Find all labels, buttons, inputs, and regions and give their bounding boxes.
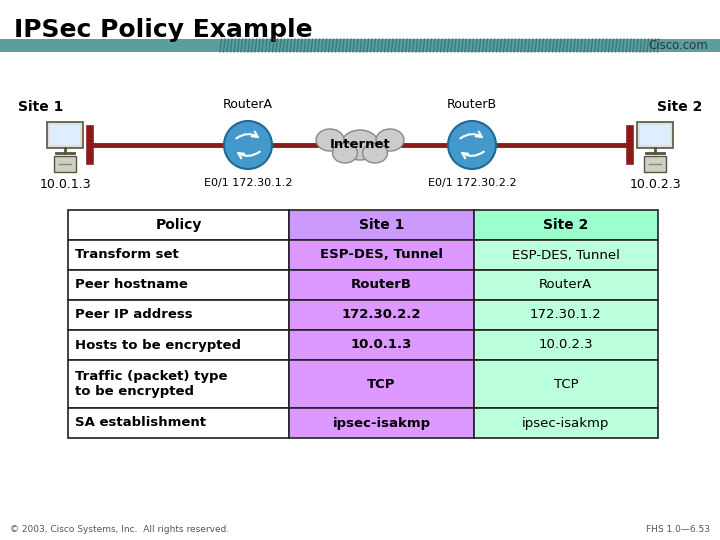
Bar xyxy=(474,240,658,270)
Bar xyxy=(474,360,658,408)
Text: TCP: TCP xyxy=(367,377,396,390)
Text: Site 2: Site 2 xyxy=(543,218,588,232)
Text: Internet: Internet xyxy=(330,138,390,152)
Bar xyxy=(474,408,658,438)
Text: Cisco.com: Cisco.com xyxy=(648,39,708,52)
Bar xyxy=(289,210,474,240)
Text: Site 1: Site 1 xyxy=(18,100,63,114)
Text: ESP-DES, Tunnel: ESP-DES, Tunnel xyxy=(512,248,620,261)
Bar xyxy=(68,330,289,360)
Bar xyxy=(68,300,289,330)
Text: RouterB: RouterB xyxy=(447,98,497,111)
Bar xyxy=(644,156,666,172)
Bar xyxy=(289,360,474,408)
Text: Hosts to be encrypted: Hosts to be encrypted xyxy=(75,339,241,352)
Bar xyxy=(289,240,474,270)
Text: FHS 1.0—6.53: FHS 1.0—6.53 xyxy=(646,525,710,534)
Ellipse shape xyxy=(333,143,358,163)
Ellipse shape xyxy=(376,129,404,151)
Bar xyxy=(68,240,289,270)
Text: Peer hostname: Peer hostname xyxy=(75,279,188,292)
Text: IPSec Policy Example: IPSec Policy Example xyxy=(14,18,312,42)
Bar xyxy=(68,210,289,240)
Text: ipsec-isakmp: ipsec-isakmp xyxy=(522,416,610,429)
Text: 172.30.2.2: 172.30.2.2 xyxy=(342,308,421,321)
Text: TCP: TCP xyxy=(554,377,578,390)
Bar xyxy=(289,330,474,360)
Bar xyxy=(474,330,658,360)
Text: 10.0.2.3: 10.0.2.3 xyxy=(539,339,593,352)
Text: E0/1 172.30.1.2: E0/1 172.30.1.2 xyxy=(204,178,292,188)
Text: Site 1: Site 1 xyxy=(359,218,404,232)
Bar xyxy=(68,270,289,300)
Bar xyxy=(474,270,658,300)
Text: RouterA: RouterA xyxy=(223,98,273,111)
Text: E0/1 172.30.2.2: E0/1 172.30.2.2 xyxy=(428,178,516,188)
Text: 172.30.1.2: 172.30.1.2 xyxy=(530,308,602,321)
Text: Policy: Policy xyxy=(156,218,202,232)
Bar xyxy=(289,270,474,300)
Text: 10.0.2.3: 10.0.2.3 xyxy=(629,179,681,192)
Text: © 2003, Cisco Systems, Inc.  All rights reserved.: © 2003, Cisco Systems, Inc. All rights r… xyxy=(10,525,229,534)
Bar xyxy=(289,408,474,438)
Circle shape xyxy=(224,121,272,169)
Bar xyxy=(637,122,673,148)
Ellipse shape xyxy=(316,129,344,151)
Text: RouterB: RouterB xyxy=(351,279,412,292)
Text: ipsec-isakmp: ipsec-isakmp xyxy=(333,416,431,429)
Ellipse shape xyxy=(362,143,387,163)
Circle shape xyxy=(448,121,496,169)
Ellipse shape xyxy=(341,130,379,160)
Bar xyxy=(640,125,670,145)
Text: Site 2: Site 2 xyxy=(657,100,702,114)
Text: 10.0.1.3: 10.0.1.3 xyxy=(39,179,91,192)
Bar xyxy=(474,210,658,240)
Text: Peer IP address: Peer IP address xyxy=(75,308,193,321)
Text: 10.0.1.3: 10.0.1.3 xyxy=(351,339,412,352)
Text: RouterA: RouterA xyxy=(539,279,593,292)
Bar xyxy=(289,300,474,330)
Text: Transform set: Transform set xyxy=(75,248,179,261)
Bar xyxy=(47,122,83,148)
Bar xyxy=(0,39,720,52)
Bar xyxy=(50,125,80,145)
Bar xyxy=(68,360,289,408)
Bar xyxy=(474,300,658,330)
Text: SA establishment: SA establishment xyxy=(75,416,206,429)
Text: Traffic (packet) type
to be encrypted: Traffic (packet) type to be encrypted xyxy=(75,370,228,399)
Bar xyxy=(54,156,76,172)
Bar xyxy=(68,408,289,438)
Text: ESP-DES, Tunnel: ESP-DES, Tunnel xyxy=(320,248,443,261)
